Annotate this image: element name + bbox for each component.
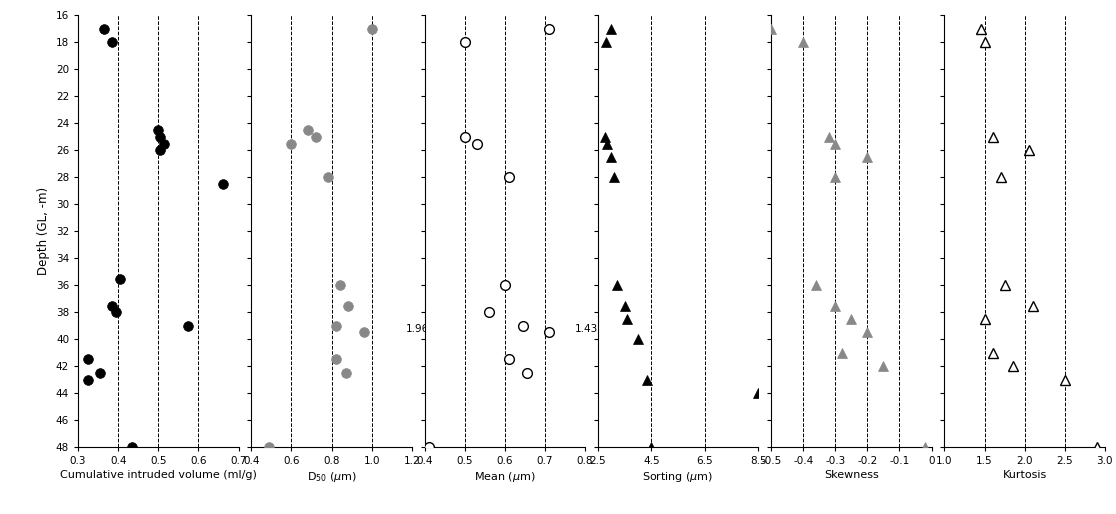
X-axis label: Mean ($\mu$m): Mean ($\mu$m)	[474, 470, 536, 484]
X-axis label: Cumulative intruded volume (ml/g): Cumulative intruded volume (ml/g)	[60, 470, 257, 481]
X-axis label: Sorting ($\mu$m): Sorting ($\mu$m)	[643, 470, 714, 484]
Y-axis label: Depth (GL, -m): Depth (GL, -m)	[37, 187, 50, 276]
Text: 1.96: 1.96	[406, 324, 429, 335]
X-axis label: D$_{50}$ ($\mu$m): D$_{50}$ ($\mu$m)	[307, 470, 357, 484]
X-axis label: Skewness: Skewness	[824, 470, 878, 481]
X-axis label: Kurtosis: Kurtosis	[1002, 470, 1047, 481]
Text: 1.43: 1.43	[575, 324, 598, 335]
